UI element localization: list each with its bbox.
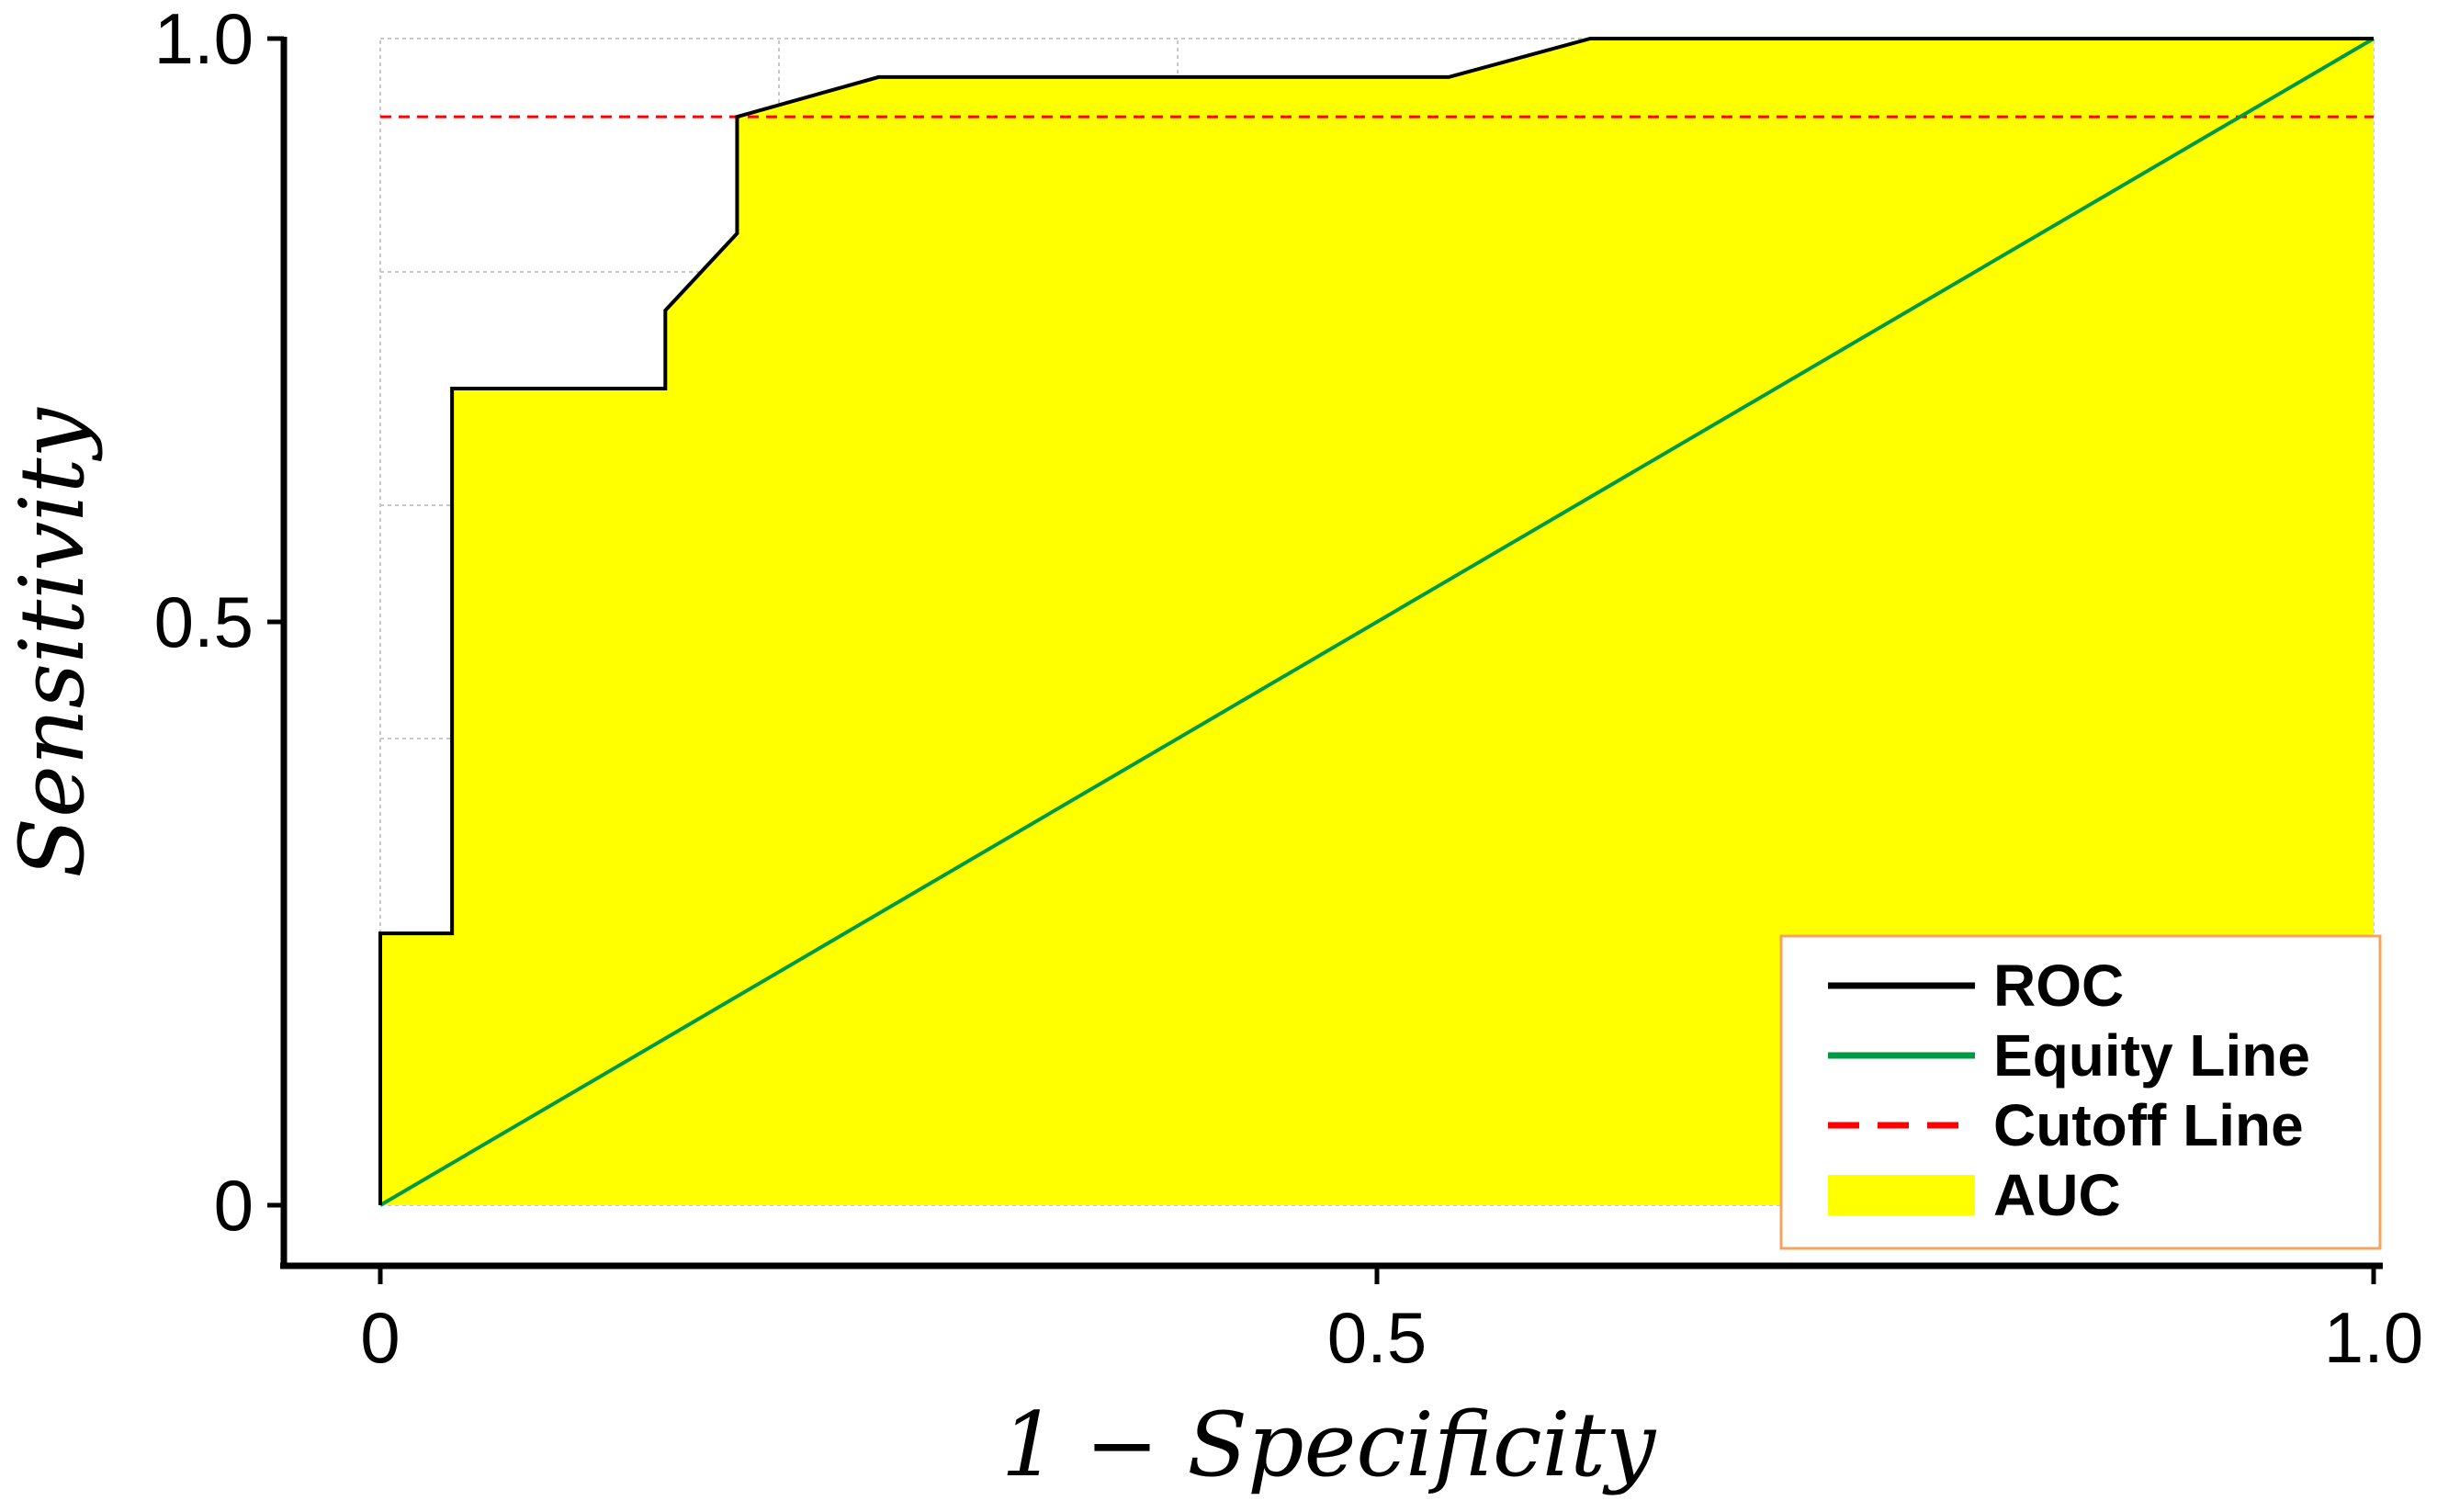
- x-tick-label: 0.5: [1327, 1297, 1427, 1378]
- legend-label: Equity Line: [1993, 1022, 2310, 1089]
- y-tick-label: 0.5: [154, 581, 254, 662]
- roc-curve: [378, 37, 2374, 1205]
- legend-label: AUC: [1993, 1162, 2121, 1228]
- tick-labels: 0 0.5 1.0 0 0.5 1.0: [154, 0, 2424, 1378]
- legend-label: ROC: [1993, 953, 2124, 1019]
- legend-label: Cutoff Line: [1993, 1092, 2304, 1158]
- legend-swatch-auc: [1828, 1175, 1975, 1215]
- x-tick-label: 0: [360, 1297, 400, 1378]
- ticks: [267, 36, 2376, 1284]
- x-tick-label: 1.0: [2324, 1297, 2423, 1378]
- axes: [280, 37, 2383, 1269]
- y-tick-label: 0: [214, 1165, 254, 1246]
- y-tick-label: 1.0: [154, 0, 254, 79]
- y-axis-title: Sensitivity: [1, 407, 104, 878]
- x-axis-title: 1 − Specificity: [1001, 1394, 1657, 1496]
- equity-line: [378, 37, 2375, 1207]
